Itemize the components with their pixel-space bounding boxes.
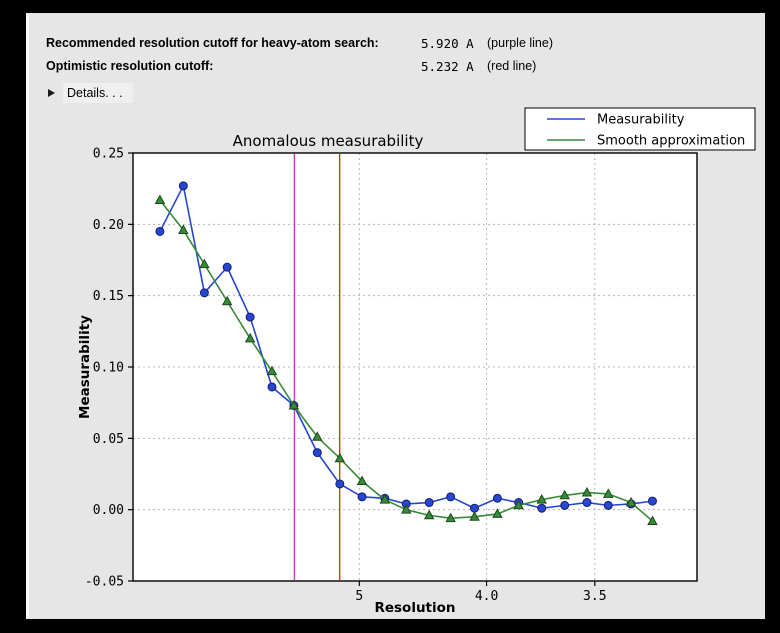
marker-triangle bbox=[312, 431, 323, 441]
marker-circle bbox=[267, 382, 277, 392]
optimistic-cutoff-label: Optimistic resolution cutoff: bbox=[46, 59, 214, 73]
marker-circle bbox=[199, 288, 209, 298]
marker-triangle bbox=[513, 499, 524, 510]
marker-triangle bbox=[581, 486, 593, 497]
content-panel: 0.25 0.20 0.15 0.10 0.05 0.00 -0.05 5 4.0 3.5 Anom… bbox=[26, 13, 765, 619]
x-tick-label: 3.5 bbox=[583, 589, 606, 604]
marker-triangle bbox=[266, 365, 278, 376]
y-tick-label: 0.20 bbox=[93, 218, 124, 233]
marker-circle bbox=[537, 503, 547, 513]
x-tick-label: 4.0 bbox=[475, 589, 498, 604]
details-label: Details. . . bbox=[63, 83, 133, 103]
anomalous-measurability-chart: 0.25 0.20 0.15 0.10 0.05 0.00 -0.05 5 4.0 3.5 Anom… bbox=[77, 107, 756, 616]
marker-triangle bbox=[288, 399, 300, 410]
y-tick-label: -0.05 bbox=[85, 575, 124, 590]
optimistic-cutoff-note: (red line) bbox=[487, 59, 537, 73]
marker-circle bbox=[492, 493, 502, 503]
x-tick-label: 5 bbox=[355, 589, 363, 604]
y-axis-label: Measurability bbox=[77, 315, 93, 419]
y-tick-label: 0.25 bbox=[93, 147, 124, 162]
marker-circle bbox=[245, 312, 255, 322]
marker-circle bbox=[312, 448, 322, 458]
marker-circle bbox=[178, 181, 188, 191]
disclosure-triangle-icon bbox=[48, 89, 55, 97]
marker-circle bbox=[155, 226, 165, 236]
y-tick-label: 0.15 bbox=[93, 289, 124, 304]
x-axis-label: Resolution bbox=[374, 600, 455, 616]
marker-circle bbox=[647, 496, 657, 506]
marker-triangle bbox=[154, 194, 166, 204]
marker-triangle bbox=[423, 509, 435, 520]
marker-triangle bbox=[445, 512, 456, 523]
marker-triangle bbox=[199, 258, 210, 269]
optimistic-cutoff-value: 5.232 A bbox=[421, 59, 474, 74]
marker-triangle bbox=[401, 504, 412, 514]
marker-circle bbox=[357, 492, 367, 502]
marker-triangle bbox=[469, 511, 480, 521]
plot-area bbox=[133, 153, 697, 581]
marker-triangle bbox=[356, 475, 368, 486]
y-tick-label: 0.10 bbox=[93, 361, 124, 376]
marker-triangle bbox=[625, 496, 637, 507]
marker-triangle bbox=[603, 488, 614, 498]
marker-circle bbox=[222, 262, 232, 272]
marker-circle bbox=[603, 500, 613, 510]
recommended-cutoff-row: Recommended resolution cutoff for heavy-… bbox=[29, 36, 765, 52]
optimistic-cutoff-row: Optimistic resolution cutoff: 5.232 A (r… bbox=[29, 59, 765, 75]
marker-circle bbox=[335, 479, 345, 489]
marker-triangle bbox=[492, 508, 503, 518]
marker-circle bbox=[424, 498, 434, 508]
marker-triangle bbox=[244, 332, 256, 343]
marker-triangle bbox=[379, 494, 391, 504]
marker-circle bbox=[446, 492, 456, 502]
marker-triangle bbox=[536, 494, 548, 504]
legend-box bbox=[524, 107, 756, 151]
marker-triangle bbox=[559, 489, 570, 500]
chart-title: Anomalous measurability bbox=[233, 132, 424, 150]
marker-circle bbox=[560, 500, 570, 510]
legend-label: Measurability bbox=[597, 113, 685, 128]
recommended-cutoff-note: (purple line) bbox=[487, 36, 554, 50]
marker-triangle bbox=[221, 295, 233, 306]
y-tick-label: 0.05 bbox=[93, 432, 124, 447]
recommended-cutoff-value: 5.920 A bbox=[421, 36, 474, 51]
marker-circle bbox=[470, 503, 480, 513]
marker-triangle bbox=[178, 224, 189, 234]
recommended-cutoff-label: Recommended resolution cutoff for heavy-… bbox=[46, 36, 379, 50]
details-disclosure-button[interactable]: Details. . . bbox=[48, 82, 133, 104]
y-tick-label: 0.00 bbox=[93, 503, 124, 518]
legend-label: Smooth approximation bbox=[597, 134, 745, 149]
marker-triangle bbox=[334, 452, 346, 463]
marker-circle bbox=[582, 498, 592, 508]
marker-triangle bbox=[647, 515, 658, 525]
